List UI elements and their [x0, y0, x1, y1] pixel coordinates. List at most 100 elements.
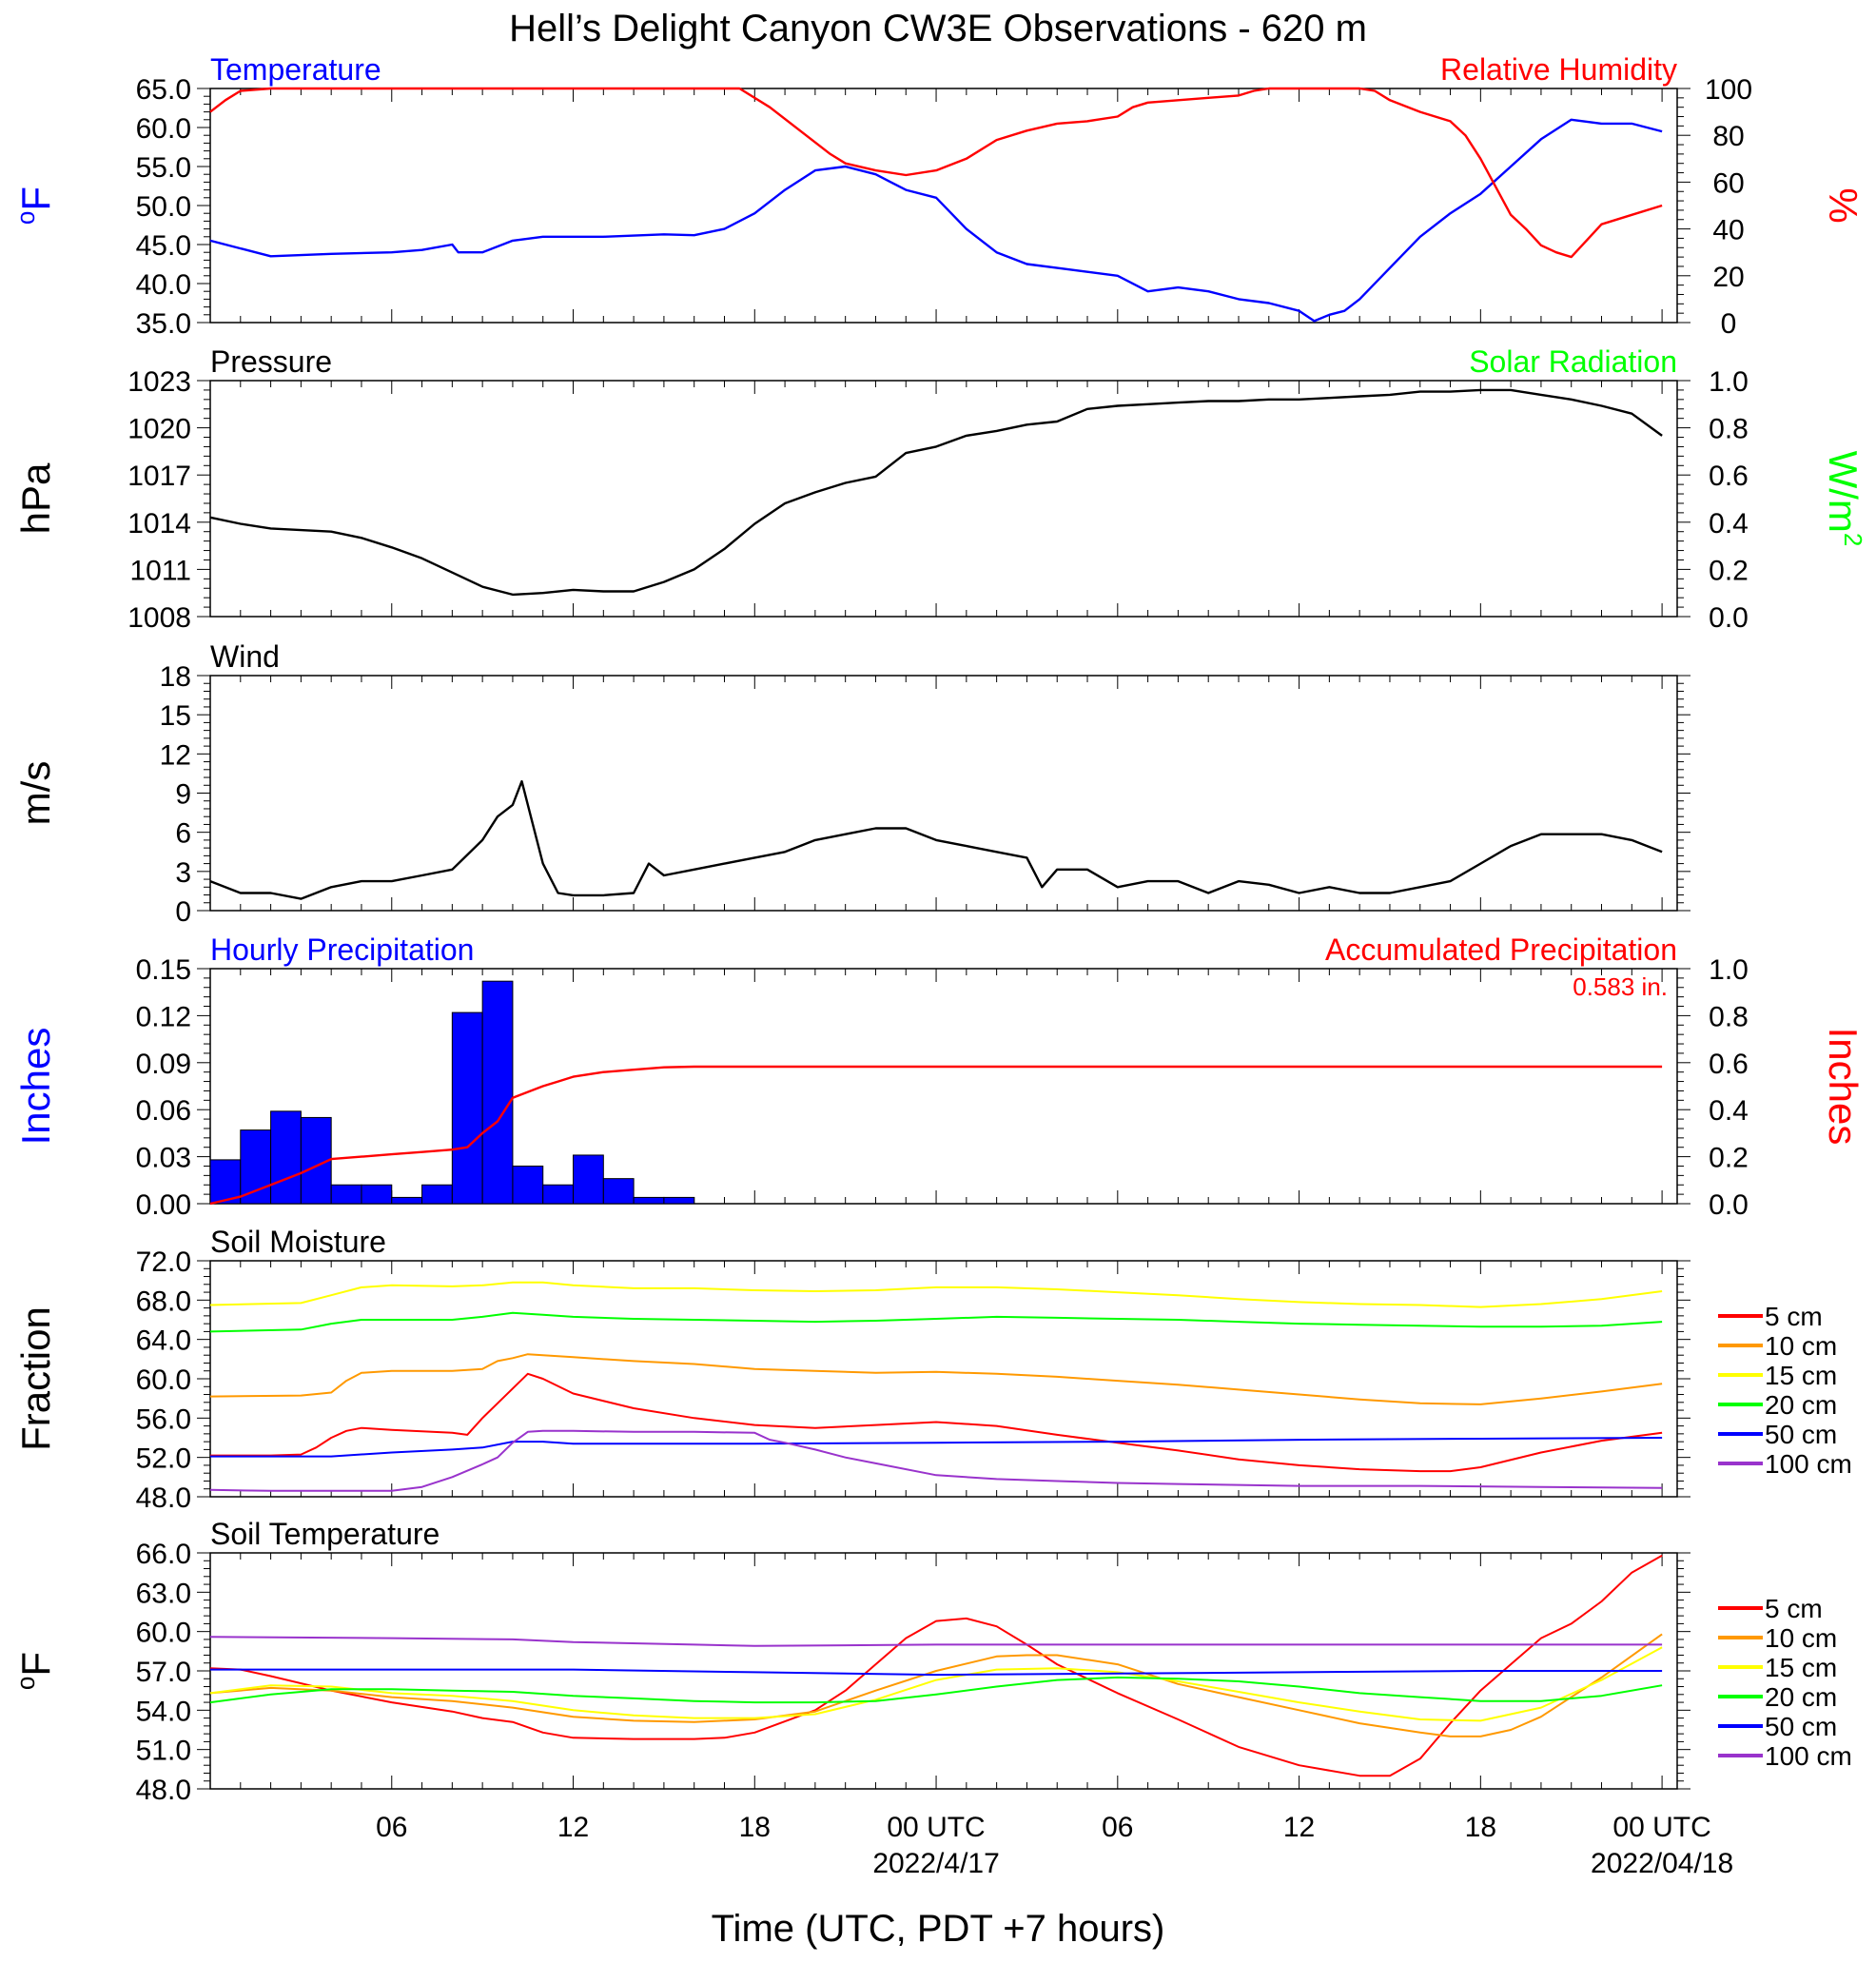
- y-tick-label: 56.0: [136, 1404, 191, 1435]
- y-right-tick-label: 1.0: [1709, 954, 1749, 986]
- x-tick-label: 12: [557, 1812, 589, 1843]
- x-tick-label: 06: [1102, 1812, 1133, 1843]
- series-line-0: [209, 1065, 1663, 1206]
- legend-label: 10 cm: [1765, 1331, 1837, 1361]
- series-50-cm: [210, 1437, 1663, 1458]
- y-tick-label: 12: [160, 739, 191, 771]
- y-right-tick-label: 40: [1712, 215, 1744, 246]
- x-tick-label: 12: [1283, 1812, 1315, 1843]
- y-tick-label: 3: [175, 857, 191, 889]
- time-axis-labels: 06 12 18 00 UTC 2022/4/17 06 12 18 00 UTC 2022/04…: [376, 1812, 1733, 1879]
- legend-label: 20 cm: [1765, 1390, 1837, 1420]
- soil-moisture-panel: 48.0 52.0 56.0 60.0 64.0 68.0 72.0 Soil Moistur…: [13, 1225, 1852, 1514]
- y-right-tick-label: 0.4: [1709, 1095, 1749, 1127]
- soil-temperature-panel: 48.0 51.0 54.0 57.0 60.0 63.0 66.0 Soil Tempera…: [11, 1517, 1852, 1806]
- y-tick-label: 0.03: [136, 1143, 191, 1174]
- y-axis-label-right: W/m2: [1821, 451, 1867, 547]
- y-tick-label: 51.0: [136, 1736, 191, 1767]
- precip-bar: [451, 1011, 483, 1205]
- y-tick-label: 50.0: [136, 191, 191, 223]
- y-axis-label: Inches: [13, 1028, 58, 1146]
- legend-label: 5 cm: [1765, 1302, 1823, 1331]
- y-tick-label: 45.0: [136, 230, 191, 262]
- precip-bar: [512, 1165, 544, 1205]
- y-right-tick-label: 0.8: [1709, 1001, 1749, 1032]
- y-tick-label: 52.0: [136, 1443, 191, 1475]
- figure-title: Hell’s Delight Canyon CW3E Observations …: [509, 8, 1367, 49]
- y-right-tick-label: 0.0: [1709, 602, 1749, 634]
- precip-bar: [542, 1184, 575, 1205]
- panel-title: Pressure: [210, 344, 332, 379]
- series-line-0: [209, 118, 1663, 323]
- y-tick-label: 60.0: [136, 1364, 191, 1396]
- series-100-cm: [209, 1636, 1663, 1647]
- wind-panel: 0 3 6 9 12 15 18 Wind m/s: [13, 639, 1690, 928]
- precip-bar: [663, 1196, 695, 1205]
- x-tick-label: 18: [739, 1812, 771, 1843]
- y-tick-label: 9: [175, 779, 191, 811]
- x-tick-date-label: 2022/4/17: [872, 1848, 999, 1879]
- legend-label: 20 cm: [1765, 1682, 1837, 1712]
- series-100-cm: [209, 1429, 1663, 1492]
- y-right-tick-label: 0.8: [1709, 414, 1749, 445]
- y-right-tick-label: 100: [1705, 74, 1752, 106]
- y-tick-label: 1011: [129, 555, 191, 586]
- y-tick-label: 66.0: [136, 1539, 191, 1570]
- series-15-cm: [209, 1646, 1663, 1722]
- panel-frame: [209, 1260, 1678, 1498]
- series-line-1: [209, 87, 1663, 259]
- panel-frame: [209, 675, 1678, 912]
- panel-frame: [209, 968, 1678, 1205]
- y-tick-label: 0.06: [136, 1095, 191, 1127]
- panel-frame: [209, 380, 1678, 618]
- precip-bar: [240, 1129, 272, 1205]
- y-tick-label: 1008: [127, 602, 191, 634]
- x-tick-label: 06: [376, 1812, 407, 1843]
- y-tick-label: 48.0: [136, 1482, 191, 1514]
- y-tick-label: 64.0: [136, 1325, 191, 1357]
- precip-bar: [481, 980, 514, 1205]
- x-tick-label: 00 UTC: [887, 1812, 985, 1843]
- precip-bar: [602, 1178, 635, 1205]
- accumulated-total-annotation: 0.583 in.: [1573, 972, 1668, 1001]
- pressure-solar-panel: 1008 1011 1014 1017 1020 1023 0.0 0.2 0.4 0.6 0.8 1…: [13, 344, 1867, 634]
- y-right-tick-label: 0.2: [1709, 1143, 1749, 1174]
- legend-label: 10 cm: [1765, 1623, 1837, 1653]
- y-right-tick-label: 0: [1721, 308, 1737, 340]
- x-tick-label: 00 UTC: [1612, 1812, 1710, 1843]
- legend-label: 15 cm: [1765, 1653, 1837, 1682]
- y-axis-label: hPa: [13, 462, 58, 534]
- y-tick-label: 68.0: [136, 1286, 191, 1317]
- y-tick-label: 35.0: [136, 308, 191, 340]
- panel-title-right: Solar Radiation: [1469, 344, 1677, 379]
- y-tick-label: 60.0: [136, 113, 191, 145]
- x-axis-label: Time (UTC, PDT +7 hours): [712, 1908, 1165, 1950]
- y-tick-label: 0: [175, 896, 191, 928]
- legend-label: 50 cm: [1765, 1712, 1837, 1741]
- y-right-tick-label: 1.0: [1709, 366, 1749, 398]
- precip-bar: [209, 1159, 242, 1205]
- legend-label: 5 cm: [1765, 1594, 1823, 1623]
- y-tick-label: 65.0: [136, 74, 191, 106]
- panel-title: Wind: [210, 639, 280, 674]
- y-tick-label: 1017: [127, 461, 191, 492]
- y-right-tick-label: 0.6: [1709, 1049, 1749, 1080]
- x-tick-date-label: 2022/04/18: [1591, 1848, 1733, 1879]
- precipitation-panel: 0.00 0.03 0.06 0.09 0.12 0.15 0.0 0.2 0.4 0.6 0.8 1…: [13, 932, 1866, 1221]
- y-right-tick-label: 0.4: [1709, 508, 1749, 540]
- y-tick-label: 55.0: [136, 152, 191, 184]
- panel-title-right: Accumulated Precipitation: [1325, 932, 1677, 967]
- y-right-tick-label: 0.0: [1709, 1189, 1749, 1221]
- y-tick-label: 57.0: [136, 1657, 191, 1688]
- y-right-tick-label: 60: [1712, 167, 1744, 199]
- precip-bar: [573, 1154, 604, 1205]
- panel-title-right: Relative Humidity: [1440, 52, 1677, 87]
- precip-bar: [270, 1110, 302, 1205]
- y-tick-label: 1014: [127, 508, 191, 540]
- y-tick-label: 0.12: [136, 1001, 191, 1032]
- y-right-tick-label: 80: [1712, 121, 1744, 152]
- panel-title: Temperature: [210, 52, 381, 87]
- series-50-cm: [210, 1668, 1663, 1677]
- y-tick-label: 1020: [127, 414, 191, 445]
- y-tick-label: 60.0: [136, 1618, 191, 1649]
